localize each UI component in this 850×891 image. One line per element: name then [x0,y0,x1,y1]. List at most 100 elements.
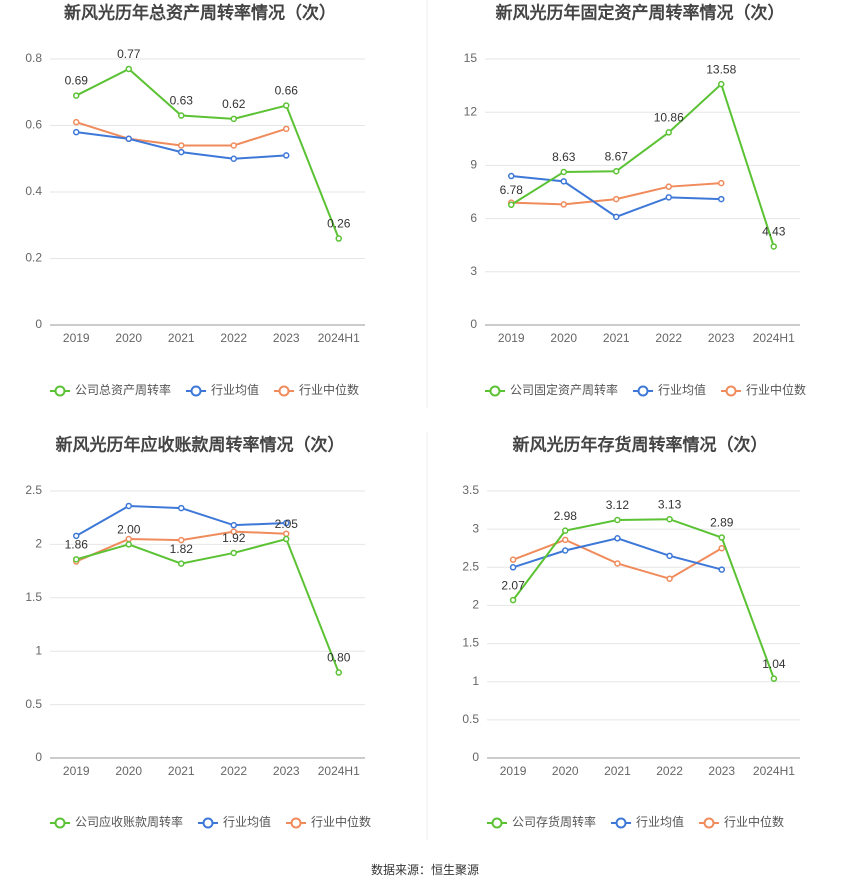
point [613,213,620,221]
legend-item: 公司固定资产周转率 [485,382,618,397]
point [509,564,517,571]
legend-label: 公司固定资产周转率 [510,382,618,397]
y-tick-label: 0.2 [25,251,42,265]
point [560,178,567,185]
data-label: 2.89 [710,516,734,530]
point [125,535,132,543]
point [283,102,290,109]
legend-marker [54,385,66,397]
legend-label: 行业均值 [658,382,706,397]
x-tick-label: 2021 [603,331,630,345]
legend-label: 行业中位数 [299,382,359,397]
point [73,92,80,99]
x-tick-label: 2019 [500,764,527,778]
x-tick-label: 2024H1 [753,331,795,345]
x-tick-label: 2020 [550,331,577,345]
data-label: 8.63 [552,150,576,164]
legend-marker [703,817,715,829]
data-label: 0.69 [65,74,89,88]
point [665,183,672,190]
legend-label: 公司应收账款周转率 [75,814,183,829]
x-tick-label: 2024H1 [318,331,360,345]
y-tick-label: 2.5 [25,483,42,497]
legend-marker [202,817,214,829]
point [230,115,237,123]
y-tick-label: 0 [35,750,42,764]
y-tick-label: 15 [464,51,478,65]
point [283,535,290,543]
point [770,243,777,250]
y-tick-label: 2.5 [462,559,479,573]
y-tick-label: 0 [472,750,479,764]
point [665,194,672,201]
point [230,155,237,162]
data-label: 0.80 [327,651,351,665]
point [335,669,342,676]
point [230,528,237,535]
point [666,515,673,523]
chart-title: 新风光历年存货周转率情况（次） [513,434,768,454]
x-tick-label: 2024H1 [318,764,360,778]
y-tick-label: 0.8 [25,51,42,65]
point [718,195,725,203]
point [718,566,725,573]
chart-title: 新风光历年应收账款周转率情况（次） [56,434,345,454]
data-label: 2.07 [501,578,525,592]
x-tick-label: 2022 [655,331,682,345]
x-tick-label: 2023 [273,331,300,345]
y-tick-label: 9 [470,158,477,172]
data-label: 1.86 [65,538,89,552]
y-tick-label: 3.5 [462,483,479,497]
x-tick-label: 2020 [115,764,142,778]
point [125,135,132,143]
legend-label: 公司总资产周转率 [75,382,171,397]
point [665,129,672,136]
legend-marker [491,817,503,829]
series-line [512,518,775,680]
series-line [510,82,775,247]
point [614,516,621,524]
point [230,142,237,149]
series-line [75,67,340,239]
y-tick-label: 12 [464,104,478,118]
source: 数据来源：恒生聚源 [371,862,479,877]
y-tick-label: 1.5 [25,590,42,604]
x-tick-label: 2020 [115,331,142,345]
legend-label: 行业中位数 [746,382,806,397]
legend-item: 公司存货周转率 [487,814,596,829]
data-label: 1.82 [170,542,194,556]
legend-marker [290,817,302,829]
point [562,547,569,554]
x-tick-label: 2021 [168,331,195,345]
y-tick-label: 2 [472,598,479,612]
point [718,80,725,88]
point [718,544,725,552]
point [178,504,185,512]
point [613,195,620,203]
legend-item: 行业均值 [186,382,259,397]
legend-item: 公司应收账款周转率 [50,814,183,829]
data-label: 1.04 [762,657,786,671]
data-label: 2.98 [554,509,578,523]
point [73,128,80,136]
point [178,560,185,567]
legend-item: 公司总资产周转率 [50,382,171,397]
legend-marker [637,385,649,397]
point [718,534,725,541]
legend-label: 行业中位数 [311,814,371,829]
data-label: 2.05 [275,517,299,531]
legend-item: 行业中位数 [286,814,371,829]
chart-title: 新风光历年固定资产周转率情况（次） [496,2,785,22]
legend-marker [725,385,737,397]
x-tick-label: 2022 [220,331,247,345]
point [560,168,567,176]
x-tick-label: 2019 [63,764,90,778]
legend-marker [489,385,501,397]
data-label: 8.67 [605,149,629,163]
legend-item: 行业中位数 [274,382,359,397]
point [666,575,673,582]
data-label: 3.12 [606,498,630,512]
data-label: 13.58 [706,62,736,76]
legend-item: 行业均值 [198,814,271,829]
